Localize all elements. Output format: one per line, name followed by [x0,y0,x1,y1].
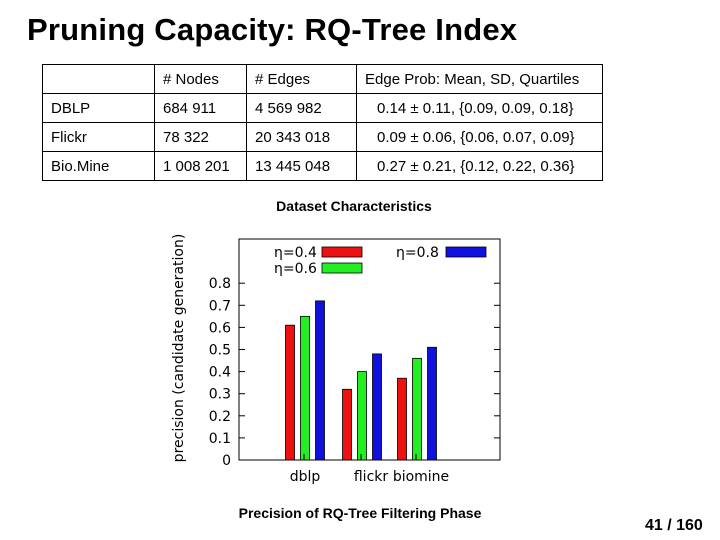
legend-swatch [321,246,363,258]
bar [357,371,367,461]
dataset-table: # Nodes # Edges Edge Prob: Mean, SD, Qua… [42,64,603,181]
bar [342,388,352,461]
page-number: 41 / 160 [645,517,703,534]
y-tick-label: 0.5 [209,343,231,359]
bar [427,346,437,461]
table-caption: Dataset Characteristics [276,198,432,214]
legend-swatch [321,262,363,274]
table-cell: 0.27 ± 0.21, {0.12, 0.22, 0.36} [356,151,603,181]
bar [285,324,295,461]
y-tick-label: 0.2 [209,409,231,425]
y-tick-label: 0.6 [209,320,231,336]
table-cell: 20 343 018 [246,122,357,152]
table-cell: Flickr [42,122,155,152]
bar [412,357,422,461]
table-header-row: # Nodes # Edges Edge Prob: Mean, SD, Qua… [42,64,603,94]
table-cell: 1 008 201 [154,151,247,181]
y-tick-label: 0 [222,453,231,469]
table-row: DBLP 684 911 4 569 982 0.14 ± 0.11, {0.0… [42,93,603,123]
y-tick-label: 0.3 [209,387,231,403]
x-tick-label: flickr [354,469,389,485]
x-tick-label: biomine [393,469,449,485]
table-header-cell: # Nodes [154,64,247,94]
bar [372,353,382,461]
bar [315,300,325,461]
y-tick-label: 0.1 [209,431,231,447]
chart-caption: Precision of RQ-Tree Filtering Phase [238,505,482,521]
y-tick-label: 0.8 [209,276,231,292]
bar [300,315,310,461]
table-row: Bio.Mine 1 008 201 13 445 048 0.27 ± 0.2… [42,151,603,181]
y-tick-label: 0.4 [209,365,231,381]
x-tick-label: dblp [290,469,321,485]
y-axis-label: precision (candidate generation) [171,234,187,463]
table-header-cell [42,64,155,94]
legend-label: η=0.4 [274,245,317,261]
y-tick-label: 0.7 [209,298,231,314]
table-cell: 13 445 048 [246,151,357,181]
legend-label: η=0.6 [274,261,317,277]
bar [397,377,407,461]
slide-title: Pruning Capacity: RQ-Tree Index [27,12,518,47]
legend-swatch [445,246,487,258]
table-cell: 0.14 ± 0.11, {0.09, 0.09, 0.18} [356,93,603,123]
legend-label: η=0.8 [396,245,439,261]
table-cell: 684 911 [154,93,247,123]
table-cell: Bio.Mine [42,151,155,181]
